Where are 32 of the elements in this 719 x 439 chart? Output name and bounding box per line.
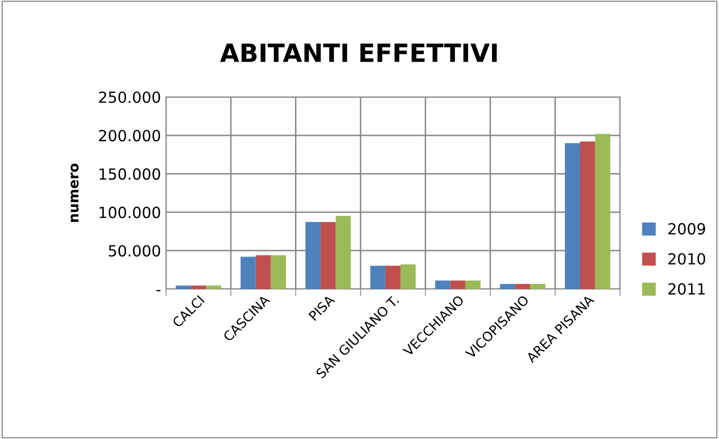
- bar: [465, 280, 481, 289]
- bar: [450, 280, 466, 289]
- bar: [240, 256, 256, 289]
- bar: [385, 266, 401, 289]
- y-tick-label: 150.000: [100, 168, 160, 180]
- bar: [400, 264, 416, 289]
- bar: [336, 216, 351, 289]
- bar: [500, 284, 516, 289]
- bar: [580, 142, 596, 289]
- bar: [176, 286, 191, 289]
- y-axis-title: numero: [70, 164, 79, 222]
- bar: [595, 134, 610, 289]
- bar: [270, 255, 286, 289]
- bar: [530, 284, 546, 289]
- legend-label: 2011: [668, 283, 705, 295]
- y-tick-label: 200.000: [99, 130, 160, 142]
- y-tick-label: 250.000: [99, 91, 160, 104]
- bar: [190, 286, 206, 289]
- bar: [305, 222, 321, 289]
- legend-label: 2009: [668, 223, 706, 235]
- bar: [435, 280, 450, 289]
- y-tick-label: 100.000: [100, 206, 160, 218]
- bar: [515, 284, 530, 289]
- bar: [206, 286, 222, 289]
- chart-title: ABITANTI EFFETTIVI: [220, 44, 497, 62]
- bar: [320, 222, 336, 289]
- bar: [256, 255, 271, 289]
- bar: [370, 266, 386, 289]
- y-tick-label: 50.000: [108, 245, 160, 257]
- legend-label: 2010: [668, 253, 706, 265]
- bar: [564, 143, 580, 289]
- y-tick-label: -: [156, 290, 160, 292]
